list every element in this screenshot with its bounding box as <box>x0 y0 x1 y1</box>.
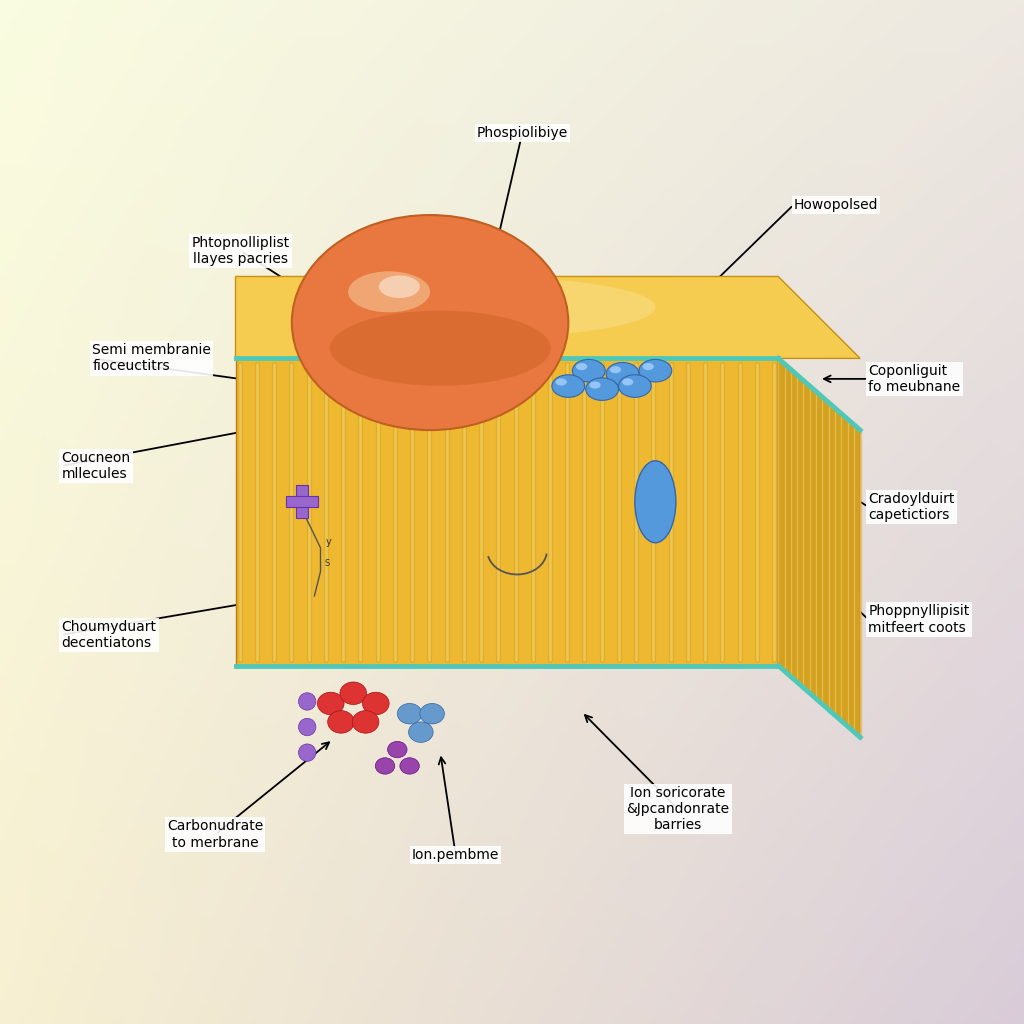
Polygon shape <box>236 358 778 666</box>
Text: Coponliguit
fo meubnane: Coponliguit fo meubnane <box>868 364 961 394</box>
Ellipse shape <box>590 382 600 388</box>
Ellipse shape <box>575 364 587 370</box>
Text: Phtopnolliplist
llayes pacries: Phtopnolliplist llayes pacries <box>191 236 290 266</box>
Ellipse shape <box>618 375 651 397</box>
Polygon shape <box>286 496 318 508</box>
Ellipse shape <box>606 362 639 385</box>
Ellipse shape <box>299 743 315 762</box>
Text: Semi membranie
fioceuctitrs: Semi membranie fioceuctitrs <box>92 343 211 374</box>
Ellipse shape <box>639 359 672 382</box>
Ellipse shape <box>643 364 653 370</box>
Ellipse shape <box>555 379 567 385</box>
Polygon shape <box>236 276 860 358</box>
Ellipse shape <box>299 692 315 711</box>
Ellipse shape <box>586 378 618 400</box>
Ellipse shape <box>348 271 430 312</box>
Ellipse shape <box>409 722 433 742</box>
Ellipse shape <box>297 276 655 338</box>
Ellipse shape <box>299 719 315 735</box>
Ellipse shape <box>420 703 444 724</box>
Ellipse shape <box>387 741 408 758</box>
Text: S: S <box>325 559 330 568</box>
Ellipse shape <box>622 379 633 385</box>
Polygon shape <box>296 485 308 518</box>
Text: Ion soricorate
&Jpcandonrate
barries: Ion soricorate &Jpcandonrate barries <box>627 785 729 833</box>
Ellipse shape <box>397 703 422 724</box>
Ellipse shape <box>572 359 605 382</box>
Text: Howopolsed: Howopolsed <box>794 198 879 212</box>
Text: Ion.pembme: Ion.pembme <box>412 848 500 862</box>
Ellipse shape <box>375 758 395 774</box>
Text: Cradoylduirt
capetictiors: Cradoylduirt capetictiors <box>868 492 954 522</box>
Text: y: y <box>326 537 332 547</box>
Ellipse shape <box>292 215 568 430</box>
Ellipse shape <box>317 692 344 715</box>
Ellipse shape <box>328 711 354 733</box>
Ellipse shape <box>340 682 367 705</box>
Ellipse shape <box>399 758 420 774</box>
Text: Phoppnyllipisit
mitfeert coots: Phoppnyllipisit mitfeert coots <box>868 604 970 635</box>
Ellipse shape <box>362 692 389 715</box>
Ellipse shape <box>552 375 585 397</box>
Polygon shape <box>778 358 860 737</box>
Text: Phospiolibiye: Phospiolibiye <box>476 126 568 140</box>
Ellipse shape <box>635 461 676 543</box>
Text: Choumyduart
decentiatons: Choumyduart decentiatons <box>61 620 157 650</box>
Ellipse shape <box>352 711 379 733</box>
Ellipse shape <box>330 310 551 386</box>
Ellipse shape <box>379 275 420 298</box>
Text: Carbonudrate
to merbrane: Carbonudrate to merbrane <box>167 819 263 850</box>
Text: Coucneon
mllecules: Coucneon mllecules <box>61 451 131 481</box>
Ellipse shape <box>609 367 621 373</box>
